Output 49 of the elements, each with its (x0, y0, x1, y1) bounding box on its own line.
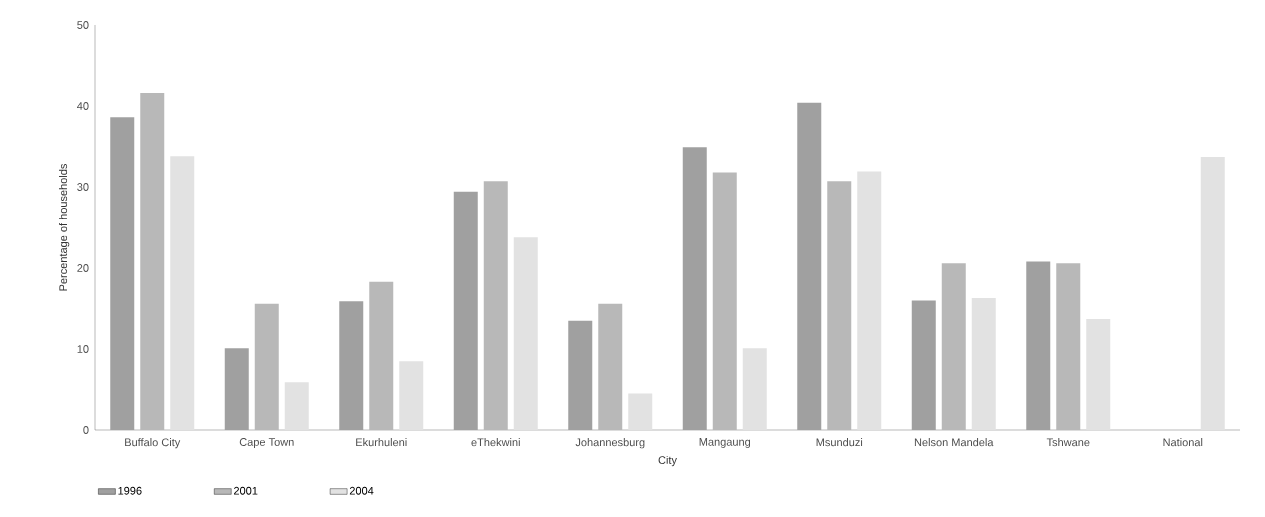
bar (140, 93, 165, 430)
bar (339, 301, 364, 430)
bar (399, 361, 424, 430)
y-tick-label: 50 (77, 21, 89, 29)
x-tick-label: Tshwane (1046, 438, 1090, 447)
bar (513, 237, 538, 430)
bar (941, 263, 966, 430)
bar (742, 348, 767, 430)
bar (453, 191, 478, 430)
bar (598, 303, 623, 430)
bar (170, 156, 195, 430)
x-tick-label: eThekwini (471, 438, 520, 447)
bar (682, 147, 707, 430)
x-tick-label: Msunduzi (816, 438, 863, 447)
bar (911, 300, 936, 430)
bar (1026, 261, 1051, 430)
bar (628, 393, 653, 430)
bar (369, 281, 394, 430)
x-tick-label: Nelson Mandela (914, 438, 994, 447)
legend-label: 2004 (349, 486, 374, 495)
bar (712, 172, 737, 430)
y-tick-label: 40 (77, 102, 89, 110)
bar (1200, 157, 1225, 430)
y-tick-label: 10 (77, 345, 89, 353)
bar (857, 171, 882, 430)
x-tick-label: National (1163, 438, 1203, 447)
x-tick-label: Johannesburg (575, 438, 645, 449)
y-axis-title: Percentage of households (58, 164, 70, 291)
bar (797, 102, 822, 430)
legend-label: 2001 (234, 486, 258, 495)
y-tick-label: 20 (77, 264, 89, 272)
x-tick-label: Buffalo City (125, 438, 181, 449)
y-tick-label: 30 (77, 183, 89, 191)
bar (224, 348, 249, 430)
bar (284, 382, 309, 430)
bar (110, 117, 135, 430)
bar (483, 181, 508, 430)
bar (1056, 263, 1081, 430)
bar (827, 181, 852, 430)
bar (254, 303, 279, 430)
x-tick-label: Mangaung (699, 438, 751, 448)
bar (568, 320, 593, 430)
bar (971, 297, 996, 430)
legend-label: 1996 (118, 486, 142, 495)
y-tick-label: 0 (83, 426, 89, 434)
x-tick-label: Ekurhuleni (356, 438, 407, 447)
x-axis-title: City (658, 455, 677, 467)
bar (1086, 319, 1111, 430)
x-tick-label: Cape Town (239, 438, 294, 449)
